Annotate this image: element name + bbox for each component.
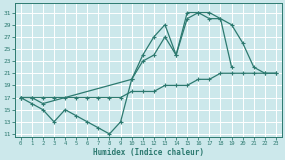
X-axis label: Humidex (Indice chaleur): Humidex (Indice chaleur) (93, 148, 204, 156)
